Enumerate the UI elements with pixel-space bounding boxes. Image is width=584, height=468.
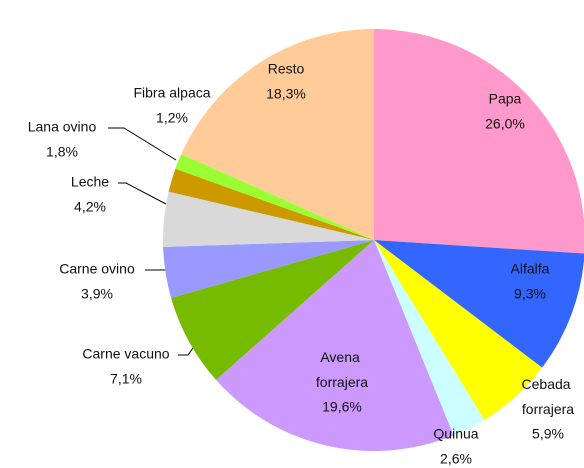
slice-value-label: 3,9% xyxy=(81,286,113,302)
slices xyxy=(163,29,584,451)
slice xyxy=(374,240,543,420)
slice-label: Avena forrajera xyxy=(316,349,368,390)
slice-value-label: 5,9% xyxy=(532,426,564,442)
slice xyxy=(216,240,454,451)
slice xyxy=(168,168,374,240)
slice-label: Papa xyxy=(489,91,522,107)
slice xyxy=(163,240,374,298)
slice-label: Alfalfa xyxy=(511,261,550,277)
label-line: Avena xyxy=(320,349,363,365)
slice-value-label: 18,3% xyxy=(266,86,306,102)
slice-label: Quinua xyxy=(433,426,478,442)
slice xyxy=(374,240,485,436)
label-line: forrajera xyxy=(522,401,574,417)
slice xyxy=(374,29,584,254)
slice-label: Leche xyxy=(71,174,109,190)
slice-value-label: 1,2% xyxy=(156,110,188,126)
slice xyxy=(374,240,584,368)
slice-value-label: 26,0% xyxy=(485,116,525,132)
slice-label: Carne ovino xyxy=(59,261,135,277)
slice-label: Cebada forrajera xyxy=(522,376,575,417)
label-line: Cebada xyxy=(522,376,575,392)
leader-line xyxy=(118,182,167,205)
slice-value-label: 19,6% xyxy=(322,399,362,415)
slice-label: Fibra alpaca xyxy=(133,85,210,101)
label-line: forrajera xyxy=(316,374,368,390)
slice-value-label: 7,1% xyxy=(110,371,142,387)
slice-value-label: 2,6% xyxy=(440,451,472,467)
slice-value-label: 4,2% xyxy=(74,199,106,215)
slice-label: Lana ovino xyxy=(28,119,97,135)
slice-value-label: 1,8% xyxy=(46,144,78,160)
leader-line xyxy=(108,127,177,161)
slice xyxy=(181,29,374,240)
slice-value-label: 9,3% xyxy=(514,286,546,302)
slice-label: Carne vacuno xyxy=(82,346,169,362)
slice xyxy=(163,191,374,247)
slice-label: Resto xyxy=(268,61,305,77)
slice xyxy=(175,153,374,240)
slice xyxy=(171,240,374,380)
